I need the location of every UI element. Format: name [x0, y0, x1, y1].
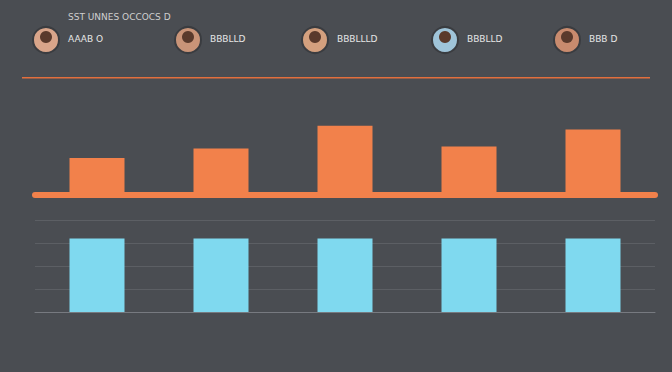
svg-text:BBBLLD: BBBLLD [467, 34, 503, 44]
svg-text:BBBLLD: BBBLLD [210, 34, 246, 44]
svg-text:AAAB O: AAAB O [68, 34, 103, 44]
svg-text:BBB D: BBB D [589, 34, 617, 44]
svg-text:BBBLLLD: BBBLLLD [337, 34, 378, 44]
svg-text:SST UNNES OCCOCS D: SST UNNES OCCOCS D [68, 12, 171, 22]
